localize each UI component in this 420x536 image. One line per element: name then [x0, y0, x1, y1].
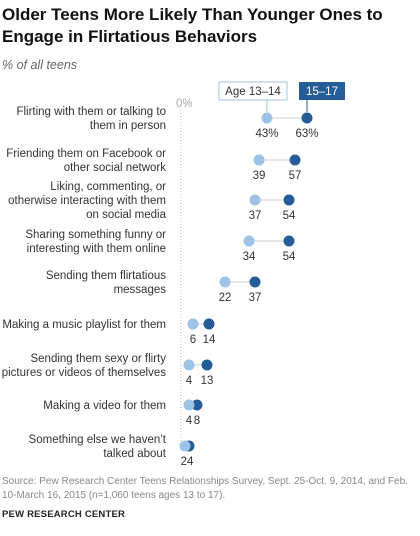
- legend-label-13-14: Age 13–14: [225, 86, 281, 98]
- value-label-15-17: 13: [201, 375, 214, 387]
- category-label: Sending them flirtatious messages: [46, 270, 166, 296]
- dot-15-17: [283, 194, 295, 206]
- value-label-15-17: 14: [203, 334, 216, 346]
- legend-label-15-17: 15–17: [306, 86, 338, 98]
- dot-13-14: [261, 112, 273, 124]
- dot-13-14: [187, 318, 199, 330]
- category-label: Friending them on Facebook or other socia…: [6, 148, 166, 174]
- value-label-13-14: 34: [243, 251, 256, 263]
- value-label-13-14: 37: [249, 210, 262, 222]
- dot-13-14: [253, 154, 265, 166]
- category-label: Sharing something funny or interesting wi…: [25, 229, 166, 255]
- category-label: Making a video for them: [43, 400, 166, 412]
- pew-credit: PEW RESEARCH CENTER: [2, 509, 126, 520]
- category-label: Liking, commenting, or otherwise interact…: [8, 181, 166, 221]
- chart-title: Older Teens More Likely Than Younger One…: [2, 5, 383, 46]
- dot-13-14: [249, 194, 261, 206]
- value-label-15-17: 57: [289, 170, 302, 182]
- dot-plot: 0% Age 13–14 15–17 Flirting with them or ta…: [2, 81, 345, 468]
- dot-13-14: [183, 399, 195, 411]
- value-label-15-17: 37: [249, 292, 262, 304]
- chart-subtitle: % of all teens: [2, 58, 78, 72]
- value-label-15-17: 54: [283, 210, 296, 222]
- value-label-pair: 24: [181, 456, 194, 468]
- value-label-15-17: 54: [283, 251, 296, 263]
- value-label-15-17: 63%: [295, 128, 318, 140]
- dot-15-17: [301, 112, 313, 124]
- legend-box-13-14: [218, 81, 288, 101]
- value-label-15-17: 8: [194, 415, 200, 427]
- value-label-13-14: 4: [186, 375, 193, 387]
- dot-13-14: [183, 359, 195, 371]
- source-note: Source: Pew Research Center Teens Relati…: [2, 476, 408, 501]
- value-label-13-14: 39: [253, 170, 266, 182]
- dot-15-17: [203, 318, 215, 330]
- dot-15-17: [201, 359, 213, 371]
- category-label: Sending them sexy or flirty pictures or v…: [2, 353, 167, 379]
- value-label-13-14: 43%: [255, 128, 278, 140]
- category-label: Something else we haven’t talked about: [29, 434, 167, 460]
- dot-15-17: [289, 154, 301, 166]
- legend-box-15-17: [299, 82, 345, 100]
- dot-15-17: [191, 399, 203, 411]
- value-label-13-14: 4: [186, 415, 193, 427]
- dot-15-17: [283, 235, 295, 247]
- category-label: Flirting with them or talking to them in …: [16, 106, 166, 132]
- category-label: Making a music playlist for them: [2, 319, 166, 331]
- value-label-13-14: 22: [219, 292, 232, 304]
- dot-15-17: [249, 276, 261, 288]
- value-label-13-14: 6: [190, 334, 196, 346]
- axis-zero-label: 0%: [176, 98, 193, 110]
- dot-13-14: [179, 440, 191, 452]
- dot-13-14: [219, 276, 231, 288]
- dot-13-14: [243, 235, 255, 247]
